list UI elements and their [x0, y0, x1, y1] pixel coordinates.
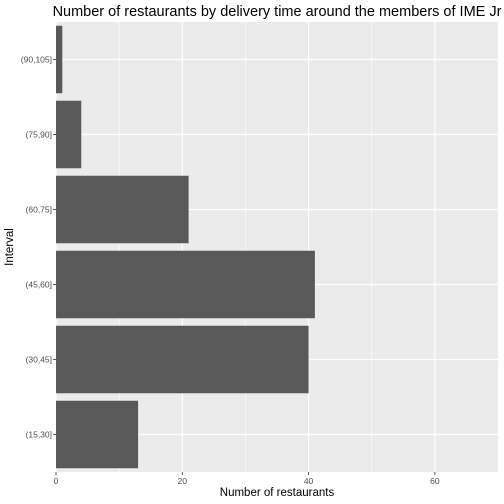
x-tick-label: 20 — [178, 476, 188, 486]
bar — [56, 175, 189, 244]
x-tick-label: 40 — [304, 476, 314, 486]
bar — [56, 325, 309, 394]
y-tick-label: (45,60] — [26, 280, 52, 290]
y-tick-label: (15,30] — [26, 430, 52, 440]
x-axis-title: Number of restaurants — [220, 487, 335, 499]
y-tick-label: (60,75] — [26, 205, 52, 215]
bar — [56, 400, 139, 469]
y-tick-label: (75,90] — [26, 130, 52, 140]
y-tick-label: (30,45] — [26, 355, 52, 365]
bar — [56, 100, 82, 169]
chart-title: Number of restaurants by delivery time a… — [53, 4, 502, 20]
x-axis: 0 20 40 60 — [54, 472, 440, 486]
bar — [56, 25, 63, 94]
y-axis-title: Interval — [4, 228, 16, 266]
bar — [56, 250, 315, 319]
y-axis: (15,30] (30,45] (45,60] (60,75] (75,90] (90,1… — [21, 55, 56, 440]
plot-panel — [56, 22, 498, 472]
y-tick-label: (90,105] — [21, 55, 52, 65]
bars — [56, 25, 315, 469]
x-tick-label: 60 — [430, 476, 440, 486]
x-tick-label: 0 — [54, 476, 59, 486]
